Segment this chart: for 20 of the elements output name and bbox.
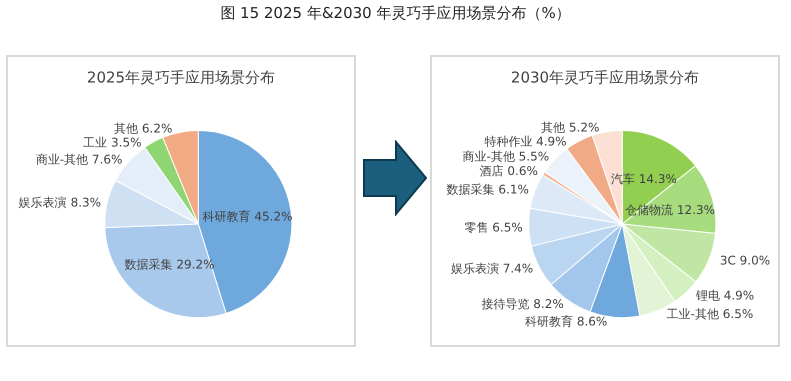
chart-title: 2025年灵巧手应用场景分布 bbox=[86, 68, 276, 86]
slice-label: 锂电 4.9% bbox=[694, 288, 754, 302]
caption: 图 15 2025 年&2030 年灵巧手应用场景分布（%） bbox=[219, 4, 572, 23]
slice-label: 科研教育 8.6% bbox=[525, 314, 608, 328]
chart-title: 2030年灵巧手应用场景分布 bbox=[510, 68, 700, 86]
slice-label: 商业-其他 5.5% bbox=[462, 150, 550, 164]
slice-label: 工业-其他 6.5% bbox=[666, 307, 754, 322]
slice-label: 娱乐表演 7.4% bbox=[450, 261, 534, 276]
slice-label: 特种作业 4.9% bbox=[484, 134, 567, 149]
slice-label: 娱乐表演 8.3% bbox=[18, 195, 102, 210]
slice-label: 数据采集 6.1% bbox=[446, 182, 529, 197]
slice-label: 工业 3.5% bbox=[83, 135, 142, 150]
slice-label: 接待导览 8.2% bbox=[481, 297, 564, 312]
slice-label: 酒店 0.6% bbox=[480, 164, 538, 178]
slice-label: 数据采集 29.2% bbox=[124, 258, 215, 272]
slice-label: 3C 9.0% bbox=[720, 254, 770, 268]
slice-label: 其他 5.2% bbox=[541, 120, 600, 135]
slice-label: 其他 6.2% bbox=[114, 121, 172, 136]
slice-label: 商业-其他 7.6% bbox=[36, 152, 122, 166]
slice-label: 零售 6.5% bbox=[464, 220, 523, 234]
